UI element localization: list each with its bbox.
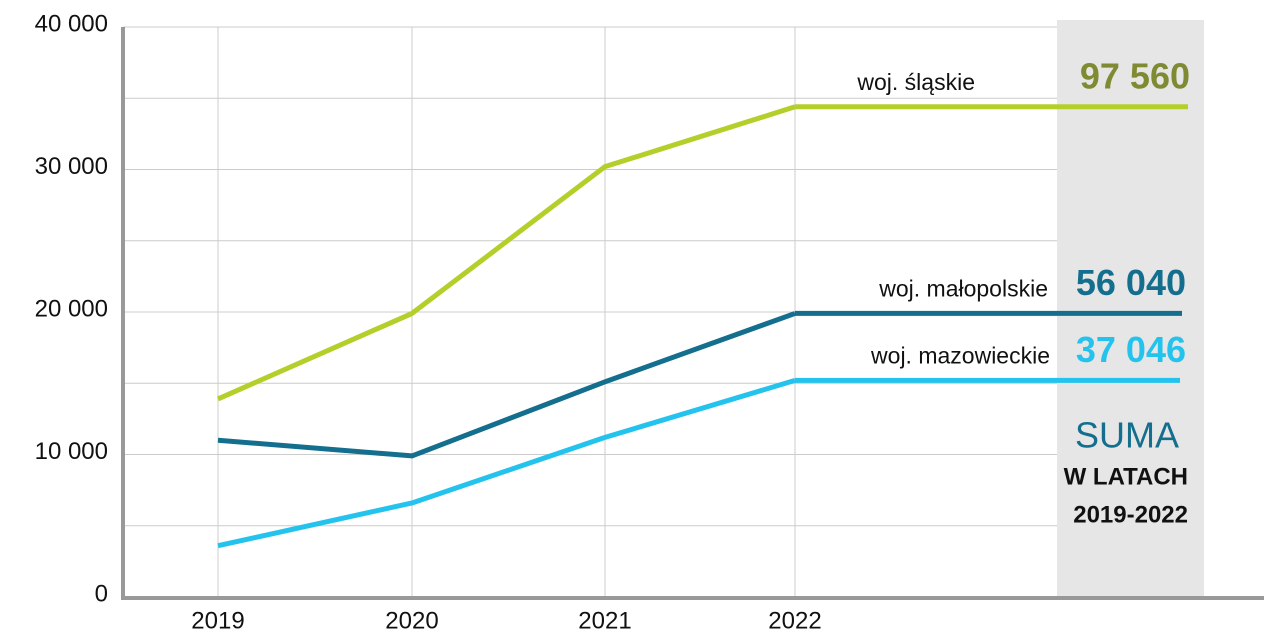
series-name: woj. śląskie xyxy=(856,69,975,95)
annotation-line: 2019-2022 xyxy=(1073,501,1188,528)
annotation-line: W LATACH xyxy=(1064,463,1188,490)
sum-band xyxy=(1057,20,1204,597)
y-tick-label: 40 000 xyxy=(35,10,108,37)
series-name: woj. mazowieckie xyxy=(870,342,1050,368)
y-tick-label: 0 xyxy=(95,580,108,607)
x-tick-label: 2021 xyxy=(578,607,631,634)
x-tick-label: 2022 xyxy=(768,607,821,634)
series-line xyxy=(216,104,796,402)
y-tick-label: 30 000 xyxy=(35,153,108,180)
lines xyxy=(216,104,1188,549)
series-line xyxy=(217,311,796,459)
series-name: woj. małopolskie xyxy=(878,276,1048,302)
series-total: 37 046 xyxy=(1076,329,1186,370)
x-tick-label: 2019 xyxy=(191,607,244,634)
annotation-title: SUMA xyxy=(1075,415,1179,456)
y-tick-label: 20 000 xyxy=(35,295,108,322)
series-total: 56 040 xyxy=(1076,262,1186,303)
y-tick-label: 10 000 xyxy=(35,438,108,465)
series-total: 97 560 xyxy=(1080,55,1190,96)
x-tick-label: 2020 xyxy=(385,607,438,634)
series-line xyxy=(217,378,796,549)
